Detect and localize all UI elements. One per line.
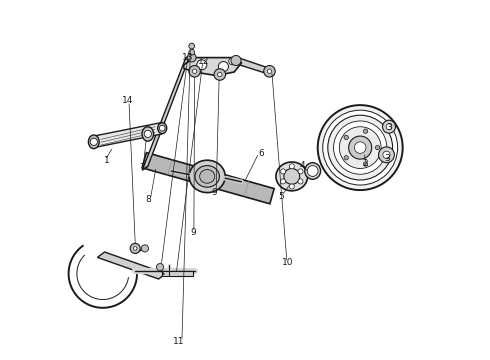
Circle shape	[386, 124, 392, 130]
Circle shape	[189, 49, 195, 55]
Circle shape	[298, 169, 303, 174]
Polygon shape	[94, 122, 162, 148]
Circle shape	[323, 110, 398, 185]
Circle shape	[197, 60, 207, 70]
Circle shape	[189, 66, 200, 77]
Polygon shape	[184, 58, 242, 76]
Circle shape	[281, 169, 286, 174]
Circle shape	[307, 166, 318, 176]
Circle shape	[193, 69, 197, 73]
Text: 14: 14	[122, 96, 134, 105]
Circle shape	[379, 147, 394, 163]
Circle shape	[214, 69, 225, 80]
Circle shape	[364, 129, 368, 133]
Circle shape	[344, 156, 348, 160]
Ellipse shape	[158, 123, 167, 134]
Circle shape	[281, 179, 286, 184]
Ellipse shape	[199, 170, 215, 183]
Ellipse shape	[88, 135, 99, 149]
Circle shape	[328, 115, 392, 180]
Circle shape	[218, 72, 222, 77]
Text: 5: 5	[278, 192, 284, 201]
Circle shape	[133, 247, 137, 250]
Text: 1: 1	[103, 156, 109, 165]
Circle shape	[156, 264, 164, 271]
Circle shape	[289, 164, 294, 169]
Ellipse shape	[189, 160, 225, 193]
Circle shape	[130, 243, 140, 253]
Text: 7: 7	[140, 163, 145, 172]
Text: 4: 4	[300, 161, 305, 170]
Circle shape	[264, 66, 275, 77]
Text: 13: 13	[182, 53, 193, 62]
Circle shape	[144, 130, 151, 138]
Text: 9: 9	[212, 188, 217, 197]
Circle shape	[268, 69, 271, 73]
Circle shape	[383, 151, 390, 158]
Circle shape	[298, 179, 303, 184]
Polygon shape	[162, 271, 193, 276]
Ellipse shape	[276, 162, 308, 191]
Text: 12: 12	[198, 57, 209, 66]
Text: 2: 2	[363, 159, 368, 168]
Circle shape	[284, 168, 300, 184]
Circle shape	[375, 145, 380, 150]
Circle shape	[344, 135, 348, 140]
Circle shape	[354, 142, 366, 153]
Text: 3: 3	[384, 154, 390, 163]
Text: 8: 8	[145, 195, 151, 204]
Ellipse shape	[195, 166, 220, 187]
Polygon shape	[233, 58, 272, 74]
Polygon shape	[143, 55, 190, 170]
Text: 3: 3	[386, 123, 392, 132]
Text: 10: 10	[282, 258, 294, 267]
Circle shape	[231, 55, 241, 66]
Circle shape	[219, 62, 228, 72]
Circle shape	[90, 138, 98, 145]
Circle shape	[383, 120, 395, 133]
Text: 6: 6	[258, 149, 264, 158]
Polygon shape	[142, 153, 274, 204]
Circle shape	[318, 105, 403, 190]
Text: 9: 9	[190, 228, 196, 237]
Circle shape	[159, 125, 165, 131]
Ellipse shape	[305, 163, 320, 179]
Polygon shape	[98, 252, 166, 279]
Circle shape	[289, 184, 294, 189]
Circle shape	[229, 58, 236, 65]
Circle shape	[339, 127, 381, 168]
Circle shape	[189, 43, 195, 49]
Text: 11: 11	[172, 338, 184, 346]
Circle shape	[141, 245, 148, 252]
Circle shape	[334, 121, 387, 174]
Circle shape	[349, 136, 372, 159]
Ellipse shape	[142, 127, 153, 141]
Circle shape	[187, 53, 196, 62]
Circle shape	[364, 162, 368, 166]
